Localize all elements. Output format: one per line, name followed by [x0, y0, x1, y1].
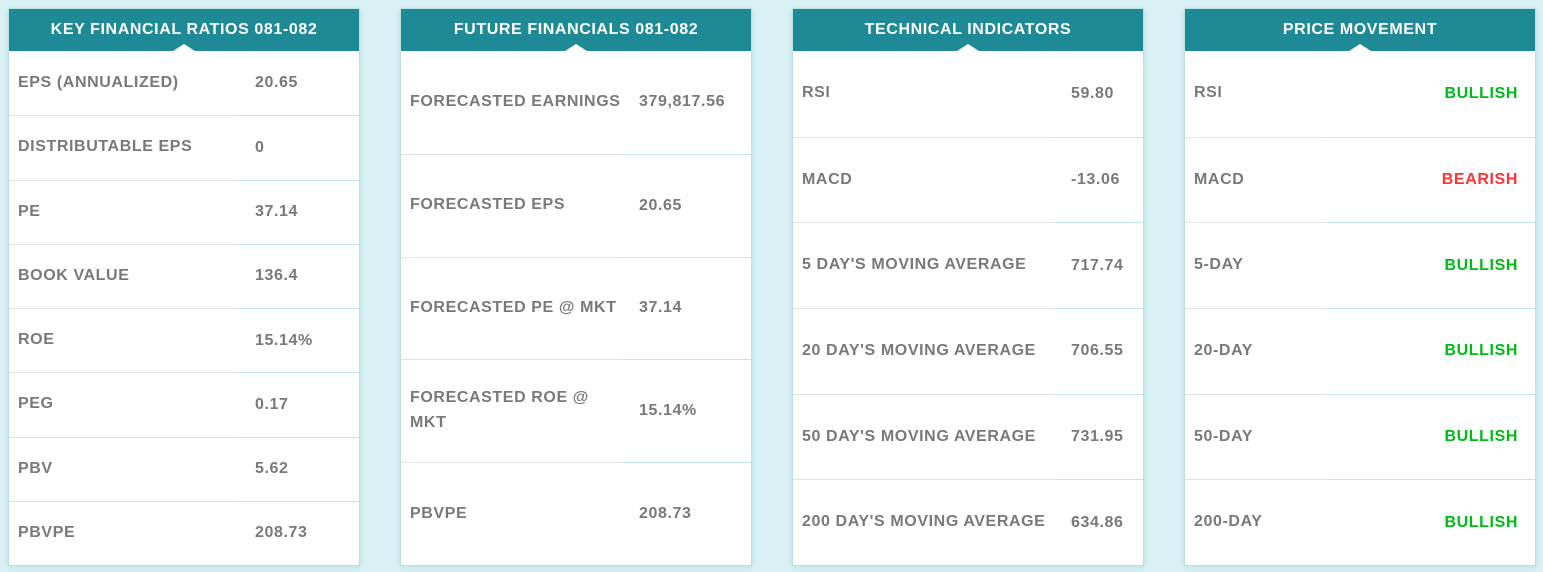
row-label: 20-DAY — [1185, 308, 1327, 394]
row-label: FORECASTED ROE @ MKT — [401, 359, 621, 462]
row-value signal-value: BULLISH — [1444, 84, 1518, 102]
row-label: 5-DAY — [1185, 222, 1327, 308]
panel-title: PRICE MOVEMENT — [1282, 21, 1438, 38]
header-notch-icon — [173, 44, 195, 51]
row-label: PE — [9, 179, 237, 244]
panel-technical-indicators: TECHNICAL INDICATORS RSI 59.80 MACD -13.… — [792, 8, 1144, 566]
row-label: PEG — [9, 372, 237, 436]
row-value signal-value: BULLISH — [1327, 393, 1535, 480]
row-label: FORECASTED PE @ MKT — [401, 256, 621, 360]
row-value: -13.06 — [1055, 136, 1143, 223]
row-value: 136.4 — [237, 243, 359, 308]
table-row: PBVPE 208.73 — [401, 462, 751, 565]
table-row: 50 DAY'S MOVING AVERAGE 731.95 — [793, 393, 1143, 480]
table-row: FORECASTED EARNINGS 379,817.56 — [401, 51, 751, 154]
row-value: 0 — [237, 115, 359, 179]
row-value: 37.14 — [237, 179, 359, 244]
header-notch-icon — [1349, 44, 1371, 51]
table-row: PE 37.14 — [9, 179, 359, 244]
table-row: FORECASTED PE @ MKT 37.14 — [401, 256, 751, 360]
panel-body: FORECASTED EARNINGS 379,817.56 FORECASTE… — [401, 51, 751, 565]
row-value: 208.73 — [237, 500, 359, 565]
panel-key-financial-ratios: KEY FINANCIAL RATIOS 081-082 EPS (ANNUAL… — [8, 8, 360, 566]
panel-header-key-financial-ratios: KEY FINANCIAL RATIOS 081-082 — [9, 9, 359, 51]
table-row: 20-DAY BULLISH — [1185, 308, 1535, 394]
table-row: MACD -13.06 — [793, 136, 1143, 223]
table-row: ROE 15.14% — [9, 308, 359, 372]
panel-title: KEY FINANCIAL RATIOS 081-082 — [50, 21, 318, 38]
row-value: 706.55 — [1055, 308, 1143, 394]
row-label: PBVPE — [401, 462, 621, 565]
table-row: RSI 59.80 — [793, 51, 1143, 137]
panel-body: EPS (ANNUALIZED) 20.65 DISTRIBUTABLE EPS… — [9, 51, 359, 565]
row-label: 200-DAY — [1185, 479, 1327, 565]
row-value: 208.73 — [621, 462, 751, 565]
panel-title: TECHNICAL INDICATORS — [864, 21, 1072, 38]
row-label: PBVPE — [9, 500, 237, 565]
row-label: MACD — [1185, 136, 1327, 223]
row-label: 50 DAY'S MOVING AVERAGE — [793, 393, 1055, 480]
panel-price-movement: PRICE MOVEMENT RSI BULLISH MACD BEARISH … — [1184, 8, 1536, 566]
row-value signal-value: BULLISH — [1327, 479, 1535, 565]
table-row: 50-DAY BULLISH — [1185, 393, 1535, 480]
row-label: FORECASTED EPS — [401, 153, 621, 257]
row-value: 634.86 — [1055, 479, 1143, 565]
row-label: 20 DAY'S MOVING AVERAGE — [793, 308, 1055, 394]
table-row: 200-DAY BULLISH — [1185, 479, 1535, 565]
row-value: 37.14 — [621, 256, 751, 360]
panel-header-technical-indicators: TECHNICAL INDICATORS — [793, 9, 1143, 51]
table-row: PBVPE 208.73 — [9, 500, 359, 565]
row-label: MACD — [793, 136, 1055, 223]
row-label: EPS (ANNUALIZED) — [18, 73, 179, 91]
table-row: FORECASTED EPS 20.65 — [401, 153, 751, 257]
row-value: 20.65 — [621, 153, 751, 257]
panel-header-price-movement: PRICE MOVEMENT — [1185, 9, 1535, 51]
table-row: RSI BULLISH — [1185, 51, 1535, 137]
row-label: 200 DAY'S MOVING AVERAGE — [793, 479, 1055, 565]
row-value: 0.17 — [237, 372, 359, 436]
table-row: DISTRIBUTABLE EPS 0 — [9, 115, 359, 179]
table-row: 5-DAY BULLISH — [1185, 222, 1535, 308]
row-value: 5.62 — [237, 436, 359, 501]
table-row: 20 DAY'S MOVING AVERAGE 706.55 — [793, 308, 1143, 394]
row-value signal-value: BULLISH — [1327, 308, 1535, 394]
table-row: 5 DAY'S MOVING AVERAGE 717.74 — [793, 222, 1143, 308]
table-row: MACD BEARISH — [1185, 136, 1535, 223]
row-value signal-value: BULLISH — [1327, 222, 1535, 308]
table-row: BOOK VALUE 136.4 — [9, 243, 359, 308]
panel-body: RSI 59.80 MACD -13.06 5 DAY'S MOVING AVE… — [793, 51, 1143, 565]
row-value: 379,817.56 — [639, 93, 726, 111]
row-value: 717.74 — [1055, 222, 1143, 308]
row-label: 50-DAY — [1185, 393, 1327, 480]
header-notch-icon — [957, 44, 979, 51]
header-notch-icon — [565, 44, 587, 51]
row-label: ROE — [9, 308, 237, 372]
table-row: PEG 0.17 — [9, 372, 359, 436]
row-label: FORECASTED EARNINGS — [410, 93, 621, 110]
row-label: RSI — [1194, 84, 1223, 102]
panel-future-financials: FUTURE FINANCIALS 081-082 FORECASTED EAR… — [400, 8, 752, 566]
row-label: BOOK VALUE — [9, 243, 237, 308]
row-value: 15.14% — [621, 359, 751, 462]
panel-body: RSI BULLISH MACD BEARISH 5-DAY BULLISH 2… — [1185, 51, 1535, 565]
panel-title: FUTURE FINANCIALS 081-082 — [453, 21, 699, 38]
table-row: 200 DAY'S MOVING AVERAGE 634.86 — [793, 479, 1143, 565]
row-value: 15.14% — [237, 308, 359, 372]
table-row: PBV 5.62 — [9, 436, 359, 501]
table-row: EPS (ANNUALIZED) 20.65 — [9, 51, 359, 115]
row-label: DISTRIBUTABLE EPS — [9, 115, 237, 179]
row-label: 5 DAY'S MOVING AVERAGE — [793, 222, 1055, 308]
row-label: PBV — [9, 436, 237, 501]
row-label: RSI — [802, 84, 831, 102]
panel-header-future-financials: FUTURE FINANCIALS 081-082 — [401, 9, 751, 51]
row-value signal-value: BEARISH — [1327, 136, 1535, 223]
row-value: 20.65 — [255, 74, 299, 92]
row-value: 731.95 — [1055, 393, 1143, 480]
table-row: FORECASTED ROE @ MKT 15.14% — [401, 359, 751, 462]
row-value: 59.80 — [1071, 84, 1115, 102]
